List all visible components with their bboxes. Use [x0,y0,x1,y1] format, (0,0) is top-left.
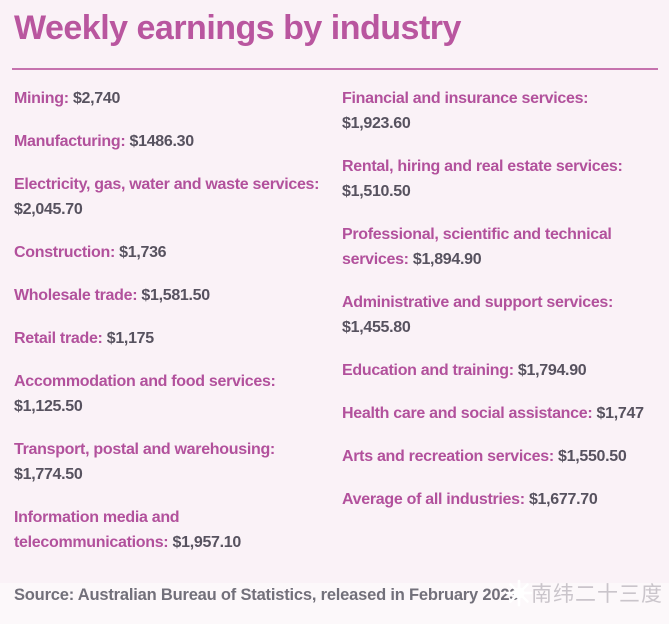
industry-label: Information media and telecommunications… [14,509,180,551]
earnings-value: $1,747 [596,405,644,422]
earnings-item-administrative-support: Administrative and support services: $1,… [342,290,657,340]
earnings-item-wholesale-trade: Wholesale trade: $1,581.50 [14,283,332,308]
earnings-item-manufacturing: Manufacturing: $1486.30 [14,129,332,154]
earnings-value: $1486.30 [129,133,195,150]
industry-label: Transport, postal and warehousing: [14,441,275,458]
industry-label: Construction: [14,244,115,261]
earnings-item-health-care-social: Health care and social assistance: $1,74… [342,401,657,426]
earnings-columns: Mining: $2,740 Manufacturing: $1486.30 E… [0,70,669,573]
industry-label: Retail trade: [14,330,103,347]
earnings-item-retail-trade: Retail trade: $1,175 [14,326,332,351]
watermark: 南纬二十三度 [505,578,663,608]
left-column: Mining: $2,740 Manufacturing: $1486.30 E… [14,86,332,573]
industry-label: Professional, scientific and technical s… [342,226,612,268]
earnings-item-information-media-telecom: Information media and telecommunications… [14,505,332,555]
earnings-item-professional-scientific-technical: Professional, scientific and technical s… [342,222,657,272]
industry-label: Arts and recreation services: [342,448,554,465]
earnings-value: $1,175 [106,330,154,347]
earnings-item-average-all-industries: Average of all industries: $1,677.70 [342,487,657,512]
earnings-value: $1,677.70 [528,491,598,508]
earnings-value: $2,045.70 [14,201,83,218]
earnings-value: $1,510.50 [342,183,411,200]
earnings-item-construction: Construction: $1,736 [14,240,332,265]
earnings-value: $1,736 [119,244,167,261]
earnings-value: $1,774.50 [14,466,83,483]
earnings-value: $2,740 [72,90,121,107]
earnings-value: $1,894.90 [412,251,482,268]
earnings-item-education-training: Education and training: $1,794.90 [342,358,657,383]
earnings-item-accommodation-food: Accommodation and food services: $1,125.… [14,369,332,419]
earnings-value: $1,581.50 [141,287,210,304]
earnings-value: $1,550.50 [558,448,627,465]
industry-label: Manufacturing: [14,133,126,150]
industry-label: Rental, hiring and real estate services: [342,158,623,175]
earnings-item-mining: Mining: $2,740 [14,86,332,111]
right-column: Financial and insurance services: $1,923… [342,86,657,573]
watermark-text: 南纬二十三度 [531,582,663,606]
earnings-item-arts-recreation: Arts and recreation services: $1,550.50 [342,444,657,469]
industry-label: Administrative and support services: [342,294,614,311]
earnings-value: $1,794.90 [517,362,587,379]
earnings-value: $1,923.60 [342,115,411,132]
industry-label: Average of all industries: [342,491,525,508]
industry-label: Education and training: [342,362,514,379]
footer-background-strip [0,583,669,624]
earnings-item-financial-insurance: Financial and insurance services: $1,923… [342,86,657,136]
earnings-value: $1,125.50 [14,398,83,415]
industry-label: Accommodation and food services: [14,373,276,390]
earnings-value: $1,957.10 [172,534,242,551]
earnings-value: $1,455.80 [342,319,411,336]
industry-label: Health care and social assistance: [342,405,593,422]
title-divider [12,68,658,70]
industry-label: Electricity, gas, water and waste servic… [14,176,320,193]
industry-label: Wholesale trade: [14,287,138,304]
industry-label: Financial and insurance services: [342,90,589,107]
earnings-item-electricity-gas-water-waste: Electricity, gas, water and waste servic… [14,172,332,222]
earnings-item-transport-postal-warehousing: Transport, postal and warehousing: $1,77… [14,437,332,487]
industry-label: Mining: [14,90,69,107]
source-attribution: Source: Australian Bureau of Statistics,… [14,586,519,604]
earnings-item-rental-hiring-real-estate: Rental, hiring and real estate services:… [342,154,657,204]
page-title: Weekly earnings by industry [14,9,461,47]
sun-burst-icon [505,579,533,607]
